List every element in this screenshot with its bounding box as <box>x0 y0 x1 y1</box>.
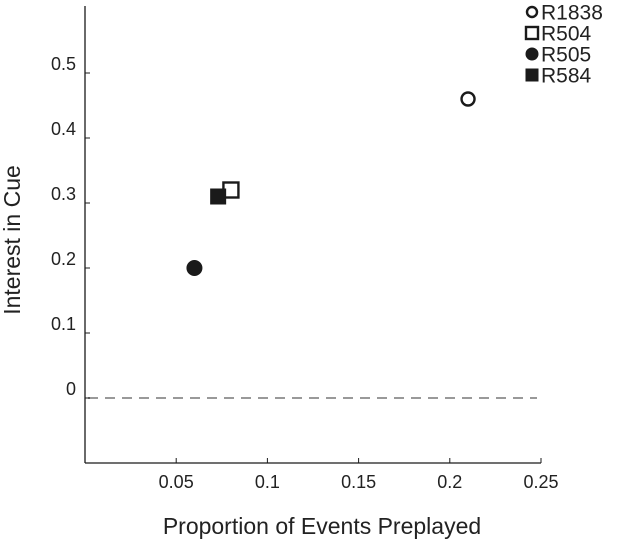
point-r584 <box>210 188 227 205</box>
y-axis-title: Interest in Cue <box>0 165 25 315</box>
x-tick-label: 0.1 <box>255 472 280 492</box>
legend-label-r505: R505 <box>541 44 591 67</box>
x-tick-label: 0.25 <box>523 472 558 492</box>
axis-ticks: 0.05 0.1 0.15 0.2 0.25 0 0.1 0.2 0.3 0.4 0.5 <box>51 54 559 492</box>
x-tick-label: 0.2 <box>437 472 462 492</box>
legend-marker-r505 <box>525 47 539 61</box>
x-axis-title: Proportion of Events Preplayed <box>163 513 481 539</box>
legend-marker-r1838 <box>525 5 539 19</box>
x-tick-label: 0.15 <box>341 472 376 492</box>
y-tick-label: 0.5 <box>51 54 76 74</box>
point-r505 <box>186 260 203 276</box>
y-tick-label: 0.2 <box>51 249 76 269</box>
legend-label-r584: R584 <box>541 65 592 88</box>
legend-marker-r504 <box>524 25 540 41</box>
legend-marker-r584 <box>525 68 539 82</box>
legend-label-r504: R504 <box>541 23 592 46</box>
y-tick-label: 0.4 <box>51 119 76 139</box>
y-tick-label: 0.3 <box>51 184 76 204</box>
point-r1838 <box>460 91 476 107</box>
plot-area <box>84 6 541 464</box>
data-points <box>186 91 476 276</box>
x-tick-label: 0.05 <box>159 472 194 492</box>
legend-label-r1838: R1838 <box>541 2 603 25</box>
y-tick-label: 0 <box>66 379 76 399</box>
y-tick-label: 0.1 <box>51 314 76 334</box>
